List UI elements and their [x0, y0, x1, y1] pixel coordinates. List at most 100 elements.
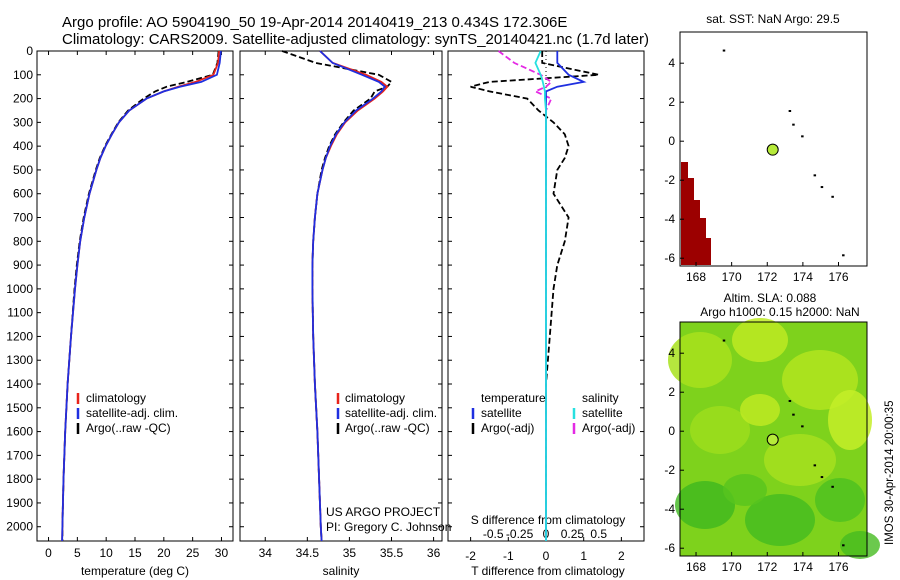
sst-map-island [801, 135, 804, 138]
sla-map-island [801, 425, 804, 428]
sla-highlight-blob [828, 390, 872, 450]
depth-tick-label: 1600 [6, 425, 33, 439]
depth-tick-label: 1800 [6, 472, 33, 486]
temperature-panel: 0100200300400500600700800900100011001200… [6, 44, 234, 578]
temperature-legend-entry: satellite-adj. clim. [86, 406, 178, 420]
difference-t-label: T difference from climatology [471, 564, 625, 578]
salinity-legend-entry: Argo(..raw -QC) [345, 421, 430, 435]
salinity-xtick-label: 34 [259, 546, 273, 560]
depth-tick-label: 1400 [6, 377, 33, 391]
depth-tick-label: 1300 [6, 353, 33, 367]
sst-map-argo-marker [766, 143, 779, 156]
depth-tick-label: 100 [13, 68, 33, 82]
salinity-legend-entry: satellite-adj. clim. [345, 406, 437, 420]
diff-legend-s-entry: satellite [582, 406, 623, 420]
sla-map-xtick-label: 168 [686, 560, 706, 574]
project-name: US ARGO PROJECT [326, 505, 441, 519]
salinity-xtick-label: 35.5 [380, 546, 404, 560]
sla-map-island [842, 544, 845, 547]
sst-map-ytick-label: 2 [668, 95, 675, 109]
sst-map-island [788, 110, 792, 112]
diff-legend-t-entry: satellite [481, 406, 522, 420]
sla-map-xtick-label: 176 [828, 560, 848, 574]
sla-highlight-blob [740, 394, 780, 426]
t-diff-argo-line [470, 51, 599, 541]
sst-map-ytick-label: 0 [668, 134, 675, 148]
temperature-argo-line [61, 50, 220, 541]
sst-map-island [722, 49, 726, 52]
depth-tick-label: 1700 [6, 448, 33, 462]
temperature-xtick-label: 30 [215, 546, 229, 560]
difference-s-tick-label: -0.5 [483, 527, 504, 541]
difference-s-label: S difference from climatology [471, 513, 626, 527]
sla-map-frame [679, 321, 868, 557]
temperature-axis-label: temperature (deg C) [81, 564, 189, 578]
s-diff-argo-line [497, 50, 553, 541]
salinity-satellite-line [311, 50, 387, 542]
sla-map-title-line2: Argo h1000: 0.15 h2000: NaN [700, 305, 859, 319]
sla-highlight-blob [668, 332, 732, 388]
sst-map-xtick-label: 170 [722, 270, 742, 284]
temperature-satellite-line [61, 50, 222, 542]
sst-map-xtick-label: 172 [757, 270, 777, 284]
sla-map-ytick-label: 0 [668, 424, 675, 438]
sla-map-argo-marker [766, 433, 779, 446]
diff-legend-s-entry: Argo(-adj) [582, 421, 635, 435]
sst-map-island [813, 174, 817, 177]
sst-map-panel: sat. SST: NaN Argo: 29.5 168 170 172 174 176 4… [664, 12, 868, 284]
sla-low-blob [745, 494, 815, 546]
temperature-legend-entry: Argo(..raw -QC) [86, 421, 171, 435]
difference-s-tick-label: -0.25 [506, 527, 534, 541]
salinity-xtick-label: 35 [343, 546, 357, 560]
depth-tick-label: 1000 [6, 282, 33, 296]
difference-t-tick-label: 2 [618, 549, 625, 563]
salinity-axis-label: salinity [323, 564, 360, 578]
sla-map-ytick-label: -4 [664, 502, 675, 516]
difference-t-tick-label: -2 [465, 549, 476, 563]
salinity-panel: 34 34.5 35 35.5 36 salinity climatologysatelli… [239, 50, 451, 578]
sst-land-mask [681, 162, 711, 265]
sst-map-xtick-label: 168 [686, 270, 706, 284]
sst-map-island [792, 123, 795, 126]
sla-map-ytick-label: 4 [668, 346, 675, 360]
sla-map-island [722, 339, 726, 342]
temperature-frame [36, 50, 234, 542]
sst-map-xtick-label: 174 [793, 270, 813, 284]
depth-tick-label: 1200 [6, 329, 33, 343]
sla-map-island [831, 485, 834, 488]
salinity-frame [239, 50, 443, 542]
sst-map-ytick-label: -2 [664, 173, 675, 187]
sla-low-blob [840, 531, 880, 559]
sla-map-ytick-label: 2 [668, 385, 675, 399]
sla-map-xtick-label: 174 [793, 560, 813, 574]
depth-tick-label: 0 [26, 44, 33, 58]
sst-map-ytick-label: -6 [664, 251, 675, 265]
sst-map-ytick-label: 4 [668, 56, 675, 70]
sla-map-island [813, 464, 817, 467]
difference-panel: -2 -1 0 1 2-0.5 -0.25 0 0.25 0.5S difference fro… [447, 50, 645, 578]
depth-tick-label: 200 [13, 92, 33, 106]
sla-map-xtick-label: 172 [757, 560, 777, 574]
temperature-climatology-line [61, 50, 221, 542]
difference-t-tick-label: 0 [543, 549, 550, 563]
sst-map-frame [679, 31, 868, 267]
sst-map-xtick-label: 176 [828, 270, 848, 284]
difference-t-tick-label: -1 [503, 549, 514, 563]
sla-map-island [792, 413, 795, 416]
project-pi: PI: Gregory C. Johnson [326, 520, 451, 534]
figure-title-line1: Argo profile: AO 5904190_50 19-Apr-2014 … [62, 14, 567, 31]
sst-map-island [842, 254, 845, 257]
temperature-xtick-label: 5 [74, 546, 81, 560]
temperature-xtick-label: 15 [128, 546, 142, 560]
temperature-xtick-label: 0 [45, 546, 52, 560]
sst-map-island [831, 195, 834, 198]
sla-map-ytick-label: -2 [664, 463, 675, 477]
difference-t-tick-label: 1 [580, 549, 587, 563]
sla-map-title-line1: Altim. SLA: 0.088 [724, 291, 817, 305]
temperature-xtick-label: 25 [186, 546, 200, 560]
salinity-argo-line [281, 50, 393, 542]
depth-tick-label: 900 [13, 258, 33, 272]
difference-s-tick-label: 0.5 [590, 527, 607, 541]
